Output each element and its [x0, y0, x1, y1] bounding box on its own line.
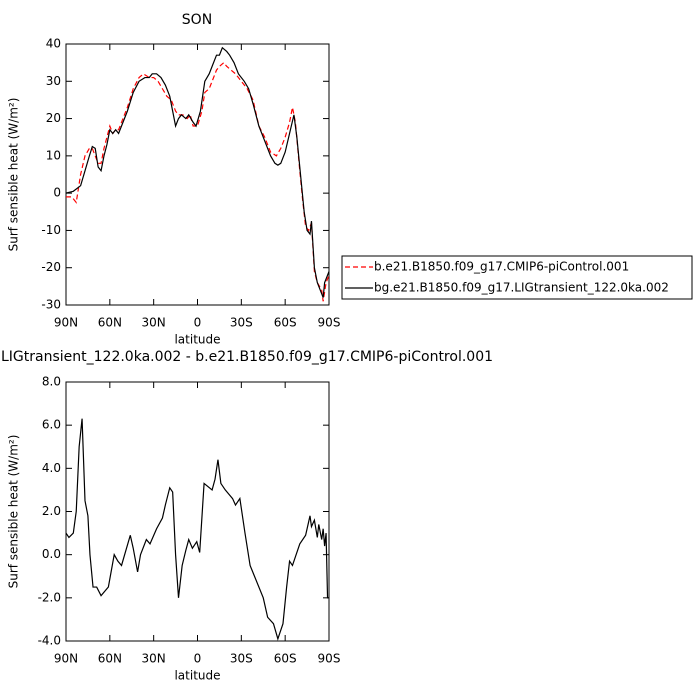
data-line	[66, 61, 330, 302]
x-tick-label: 60S	[274, 652, 297, 666]
x-axis-label: latitude	[174, 333, 220, 347]
x-tick-label: 30N	[142, 652, 166, 666]
y-tick-label: 4.0	[42, 461, 61, 475]
x-tick-label: 60S	[274, 316, 297, 330]
x-tick-label: 90S	[318, 652, 341, 666]
data-line	[65, 46, 330, 298]
x-tick-label: 0	[194, 316, 202, 330]
legend-label: b.e21.B1850.f09_g17.CMIP6-piControl.001	[374, 260, 629, 274]
y-tick-label: 0	[53, 186, 61, 200]
y-tick-label: -10	[41, 223, 61, 237]
x-tick-label: 90N	[54, 652, 78, 666]
chart-title: LIGtransient_122.0ka.002 - b.e21.B1850.f…	[1, 349, 493, 365]
x-tick-label: 90S	[318, 316, 341, 330]
y-tick-label: 8.0	[42, 375, 61, 389]
x-tick-label: 60N	[98, 316, 122, 330]
y-axis-label: Surf sensible heat (W/m²)	[7, 98, 21, 252]
plot-frame	[65, 381, 330, 642]
y-tick-label: 2.0	[42, 504, 61, 518]
y-tick-label: 30	[46, 74, 61, 88]
x-tick-label: 90N	[54, 316, 78, 330]
y-tick-label: 20	[46, 111, 61, 125]
y-tick-label: -20	[41, 260, 61, 274]
y-tick-label: 0.0	[42, 547, 61, 561]
y-tick-label: -30	[41, 298, 61, 312]
y-tick-label: -4.0	[38, 634, 61, 648]
x-tick-label: 30S	[230, 316, 253, 330]
data-line	[65, 418, 329, 641]
y-tick-label: 10	[46, 148, 61, 162]
chart-title: SON	[182, 12, 212, 28]
x-tick-label: 30S	[230, 652, 253, 666]
x-axis-label: latitude	[174, 669, 220, 683]
x-tick-label: 60N	[98, 652, 122, 666]
y-tick-label: 6.0	[42, 418, 61, 432]
x-tick-label: 30N	[142, 316, 166, 330]
x-tick-label: 0	[194, 652, 202, 666]
plot-frame	[65, 43, 330, 306]
legend-label: bg.e21.B1850.f09_g17.LIGtransient_122.0k…	[374, 281, 669, 295]
y-axis-label: Surf sensible heat (W/m²)	[7, 435, 21, 589]
legend-box	[341, 255, 693, 300]
y-tick-label: 40	[46, 37, 61, 51]
y-tick-label: -2.0	[38, 590, 61, 604]
